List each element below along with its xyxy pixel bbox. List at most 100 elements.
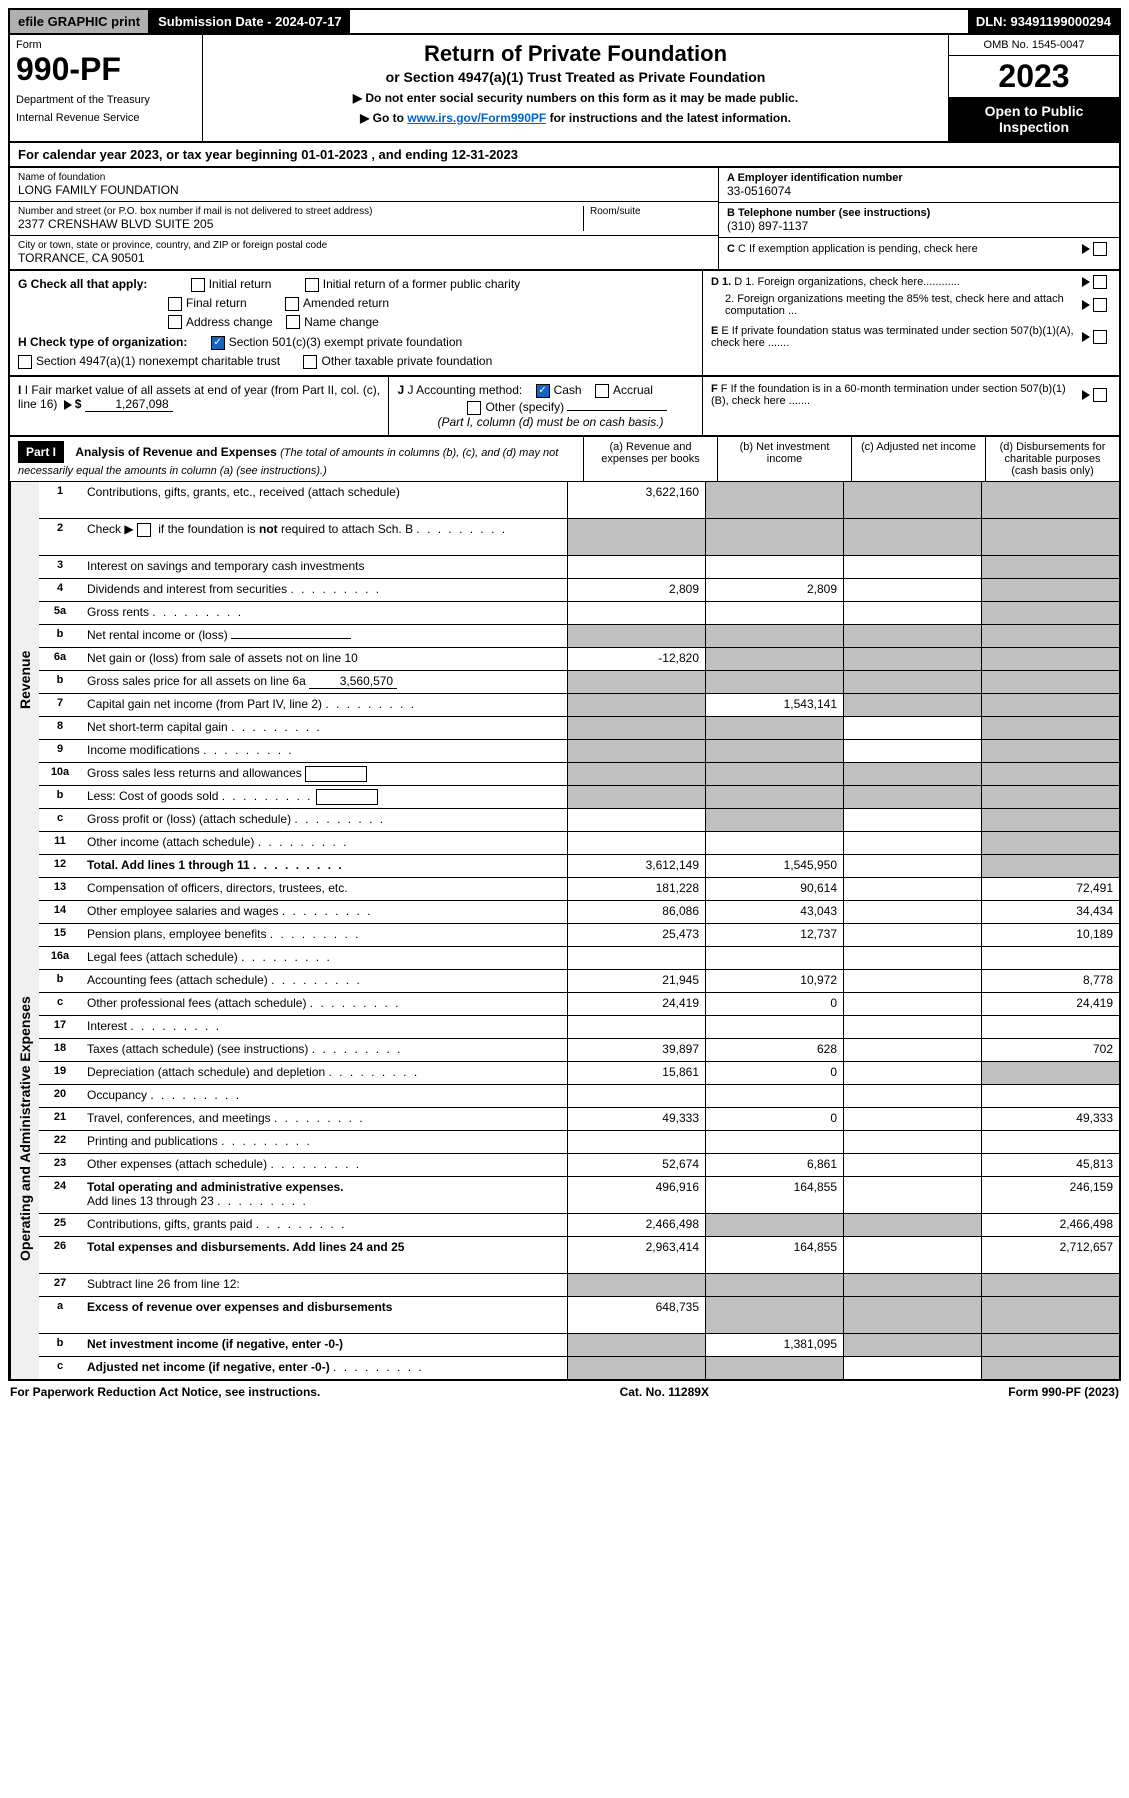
line-num: 24 — [39, 1177, 81, 1213]
ein-label: A Employer identification number — [727, 172, 1111, 184]
line-num: 6a — [39, 648, 81, 670]
page-footer: For Paperwork Reduction Act Notice, see … — [8, 1381, 1121, 1403]
cell-val: 49,333 — [981, 1108, 1119, 1130]
col-a-header: (a) Revenue and expenses per books — [583, 437, 717, 481]
501c3-checkbox[interactable] — [211, 336, 225, 350]
irs-label: Internal Revenue Service — [16, 112, 196, 124]
street-address: 2377 CRENSHAW BLVD SUITE 205 — [18, 217, 583, 231]
line-num: 5a — [39, 602, 81, 624]
line-desc: Depreciation (attach schedule) and deple… — [81, 1062, 567, 1084]
line-num: c — [39, 993, 81, 1015]
efile-print-button[interactable]: efile GRAPHIC print — [10, 10, 150, 33]
line-desc: Pension plans, employee benefits — [81, 924, 567, 946]
line-desc: Capital gain net income (from Part IV, l… — [81, 694, 567, 716]
city-label: City or town, state or province, country… — [18, 240, 710, 251]
cell-val: 648,735 — [567, 1297, 705, 1333]
form-header: Form 990-PF Department of the Treasury I… — [8, 35, 1121, 143]
cell-val: 10,972 — [705, 970, 843, 992]
60month-checkbox[interactable] — [1093, 388, 1107, 402]
initial-former-checkbox[interactable] — [305, 278, 319, 292]
cash-checkbox[interactable] — [536, 384, 550, 398]
4947-checkbox[interactable] — [18, 355, 32, 369]
cell-val: 246,159 — [981, 1177, 1119, 1213]
accrual-checkbox[interactable] — [595, 384, 609, 398]
line-desc: Gross rents — [81, 602, 567, 624]
4947-label: Section 4947(a)(1) nonexempt charitable … — [36, 354, 280, 368]
line-num: 12 — [39, 855, 81, 877]
line-num: 14 — [39, 901, 81, 923]
cell-val: 86,086 — [567, 901, 705, 923]
cell-val: 2,466,498 — [567, 1214, 705, 1236]
initial-former-label: Initial return of a former public charit… — [323, 277, 520, 291]
line-num: b — [39, 625, 81, 647]
arrow-icon — [1082, 244, 1090, 254]
revenue-side-label: Revenue — [10, 482, 39, 878]
cell-val: 90,614 — [705, 878, 843, 900]
501c3-label: Section 501(c)(3) exempt private foundat… — [229, 335, 462, 349]
cell-val: 49,333 — [567, 1108, 705, 1130]
cell-val: 0 — [705, 993, 843, 1015]
ein-value: 33-0516074 — [727, 184, 1111, 198]
exemption-checkbox[interactable] — [1093, 242, 1107, 256]
other-method-checkbox[interactable] — [467, 401, 481, 415]
line-num: 13 — [39, 878, 81, 900]
d1-label: D 1. D 1. Foreign organizations, check h… — [711, 276, 1079, 288]
cell-val: 12,737 — [705, 924, 843, 946]
form-number: 990-PF — [16, 51, 196, 88]
line-num: 21 — [39, 1108, 81, 1130]
line-desc: Dividends and interest from securities — [81, 579, 567, 601]
schb-checkbox[interactable] — [137, 523, 151, 537]
other-taxable-label: Other taxable private foundation — [321, 354, 492, 368]
line-num: 16a — [39, 947, 81, 969]
cell-val: 164,855 — [705, 1177, 843, 1213]
cell-val: 2,712,657 — [981, 1237, 1119, 1273]
line-desc: Interest — [81, 1016, 567, 1038]
amended-return-checkbox[interactable] — [285, 297, 299, 311]
cell-val: 2,963,414 — [567, 1237, 705, 1273]
cash-basis-note: (Part I, column (d) must be on cash basi… — [437, 415, 694, 429]
final-return-label: Final return — [186, 296, 247, 310]
gross-sales-val: 3,560,570 — [309, 674, 397, 689]
cell-val: 1,543,141 — [705, 694, 843, 716]
line-desc: Net gain or (loss) from sale of assets n… — [81, 648, 567, 670]
line-desc: Adjusted net income (if negative, enter … — [81, 1357, 567, 1379]
initial-return-checkbox[interactable] — [191, 278, 205, 292]
cell-val: 39,897 — [567, 1039, 705, 1061]
final-return-checkbox[interactable] — [168, 297, 182, 311]
line-num: 25 — [39, 1214, 81, 1236]
line-desc: Gross sales price for all assets on line… — [81, 671, 567, 693]
cell-val: -12,820 — [567, 648, 705, 670]
line-desc: Accounting fees (attach schedule) — [81, 970, 567, 992]
goto-prefix: ▶ Go to — [360, 111, 407, 125]
foreign-org-checkbox[interactable] — [1093, 275, 1107, 289]
line-num: 15 — [39, 924, 81, 946]
submission-date: Submission Date - 2024-07-17 — [150, 10, 350, 33]
status-terminated-checkbox[interactable] — [1093, 330, 1107, 344]
col-c-header: (c) Adjusted net income — [851, 437, 985, 481]
catalog-number: Cat. No. 11289X — [620, 1385, 709, 1399]
irs-link[interactable]: www.irs.gov/Form990PF — [407, 111, 546, 125]
line-desc: Net investment income (if negative, ente… — [81, 1334, 567, 1356]
line-num: 23 — [39, 1154, 81, 1176]
address-change-checkbox[interactable] — [168, 315, 182, 329]
omb-number: OMB No. 1545-0047 — [949, 35, 1119, 56]
line-desc: Other expenses (attach schedule) — [81, 1154, 567, 1176]
dln-label: DLN: 93491199000294 — [968, 10, 1119, 33]
exemption-pending-label: C C If exemption application is pending,… — [727, 243, 1079, 255]
name-change-checkbox[interactable] — [286, 315, 300, 329]
line-num: b — [39, 1334, 81, 1356]
phone-label: B Telephone number (see instructions) — [727, 207, 1111, 219]
e-label: E E If private foundation status was ter… — [711, 325, 1079, 349]
col-d-header: (d) Disbursements for charitable purpose… — [985, 437, 1119, 481]
line-num: 3 — [39, 556, 81, 578]
paperwork-notice: For Paperwork Reduction Act Notice, see … — [10, 1385, 320, 1399]
line-desc: Legal fees (attach schedule) — [81, 947, 567, 969]
cash-label: Cash — [554, 383, 582, 397]
foreign-85-checkbox[interactable] — [1093, 298, 1107, 312]
open-to-public: Open to Public Inspection — [949, 97, 1119, 141]
other-taxable-checkbox[interactable] — [303, 355, 317, 369]
part1-label: Part I — [18, 441, 64, 463]
line-num: 7 — [39, 694, 81, 716]
line-num: 1 — [39, 482, 81, 518]
line-desc: Total expenses and disbursements. Add li… — [81, 1237, 567, 1273]
